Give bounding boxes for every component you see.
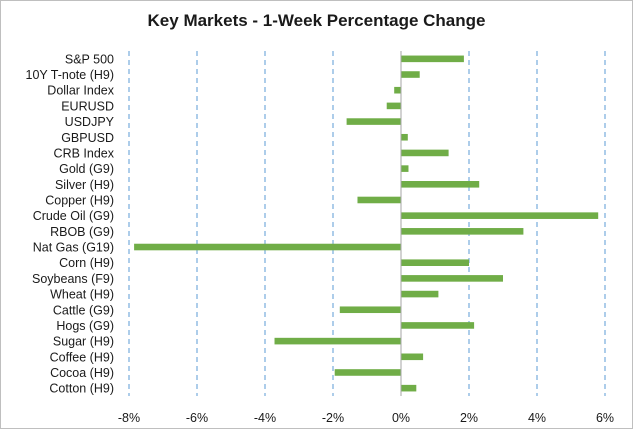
- category-label: RBOB (G9): [50, 225, 114, 239]
- category-label: Cocoa (H9): [50, 366, 114, 380]
- x-tick-label: 6%: [596, 411, 614, 425]
- category-label: Cotton (H9): [49, 382, 114, 396]
- x-tick-label: -6%: [186, 411, 208, 425]
- category-label: S&P 500: [65, 52, 114, 66]
- category-label: Silver (H9): [55, 178, 114, 192]
- bar: [401, 181, 480, 188]
- bar: [401, 71, 420, 78]
- category-label: Hogs (G9): [56, 319, 114, 333]
- bar: [401, 290, 439, 298]
- category-label: CRB Index: [54, 146, 115, 160]
- category-label: Wheat (H9): [50, 288, 114, 302]
- x-tick-label: -2%: [322, 411, 344, 425]
- bar: [394, 86, 401, 94]
- bar: [357, 196, 401, 204]
- category-label: Copper (H9): [45, 193, 114, 207]
- category-label: EURUSD: [61, 99, 114, 113]
- category-label: Dollar Index: [47, 84, 114, 98]
- bar: [401, 275, 503, 282]
- category-label: Crude Oil (G9): [33, 209, 114, 223]
- bar: [401, 228, 524, 235]
- bar: [134, 243, 401, 251]
- category-label: Gold (G9): [59, 162, 114, 176]
- category-label: Cattle (G9): [53, 303, 114, 317]
- category-label: Soybeans (F9): [32, 272, 114, 286]
- bar: [339, 306, 401, 314]
- chart-title: Key Markets - 1-Week Percentage Change: [147, 11, 486, 30]
- x-tick-label: 0%: [392, 411, 410, 425]
- bar: [334, 369, 401, 376]
- category-label: Corn (H9): [59, 256, 114, 270]
- category-label: 10Y T-note (H9): [26, 68, 114, 82]
- bar: [401, 55, 464, 63]
- x-tick-label: -4%: [254, 411, 276, 425]
- x-tick-label: 2%: [460, 411, 478, 425]
- bar: [401, 384, 417, 392]
- bar: [401, 212, 599, 219]
- category-label: USDJPY: [65, 115, 115, 129]
- bar: [401, 259, 469, 266]
- bar: [401, 149, 449, 157]
- bar: [401, 353, 424, 361]
- category-label: Nat Gas (G19): [33, 241, 114, 255]
- category-label: GBPUSD: [61, 131, 114, 145]
- category-label: Coffee (H9): [50, 350, 114, 364]
- bar: [401, 165, 409, 172]
- bar: [346, 118, 401, 125]
- bar: [401, 133, 408, 141]
- bar: [274, 337, 401, 345]
- bar: [386, 102, 401, 110]
- x-tick-label: 4%: [528, 411, 546, 425]
- category-label: Sugar (H9): [53, 335, 114, 349]
- bar: [401, 322, 475, 329]
- x-tick-label: -8%: [118, 411, 140, 425]
